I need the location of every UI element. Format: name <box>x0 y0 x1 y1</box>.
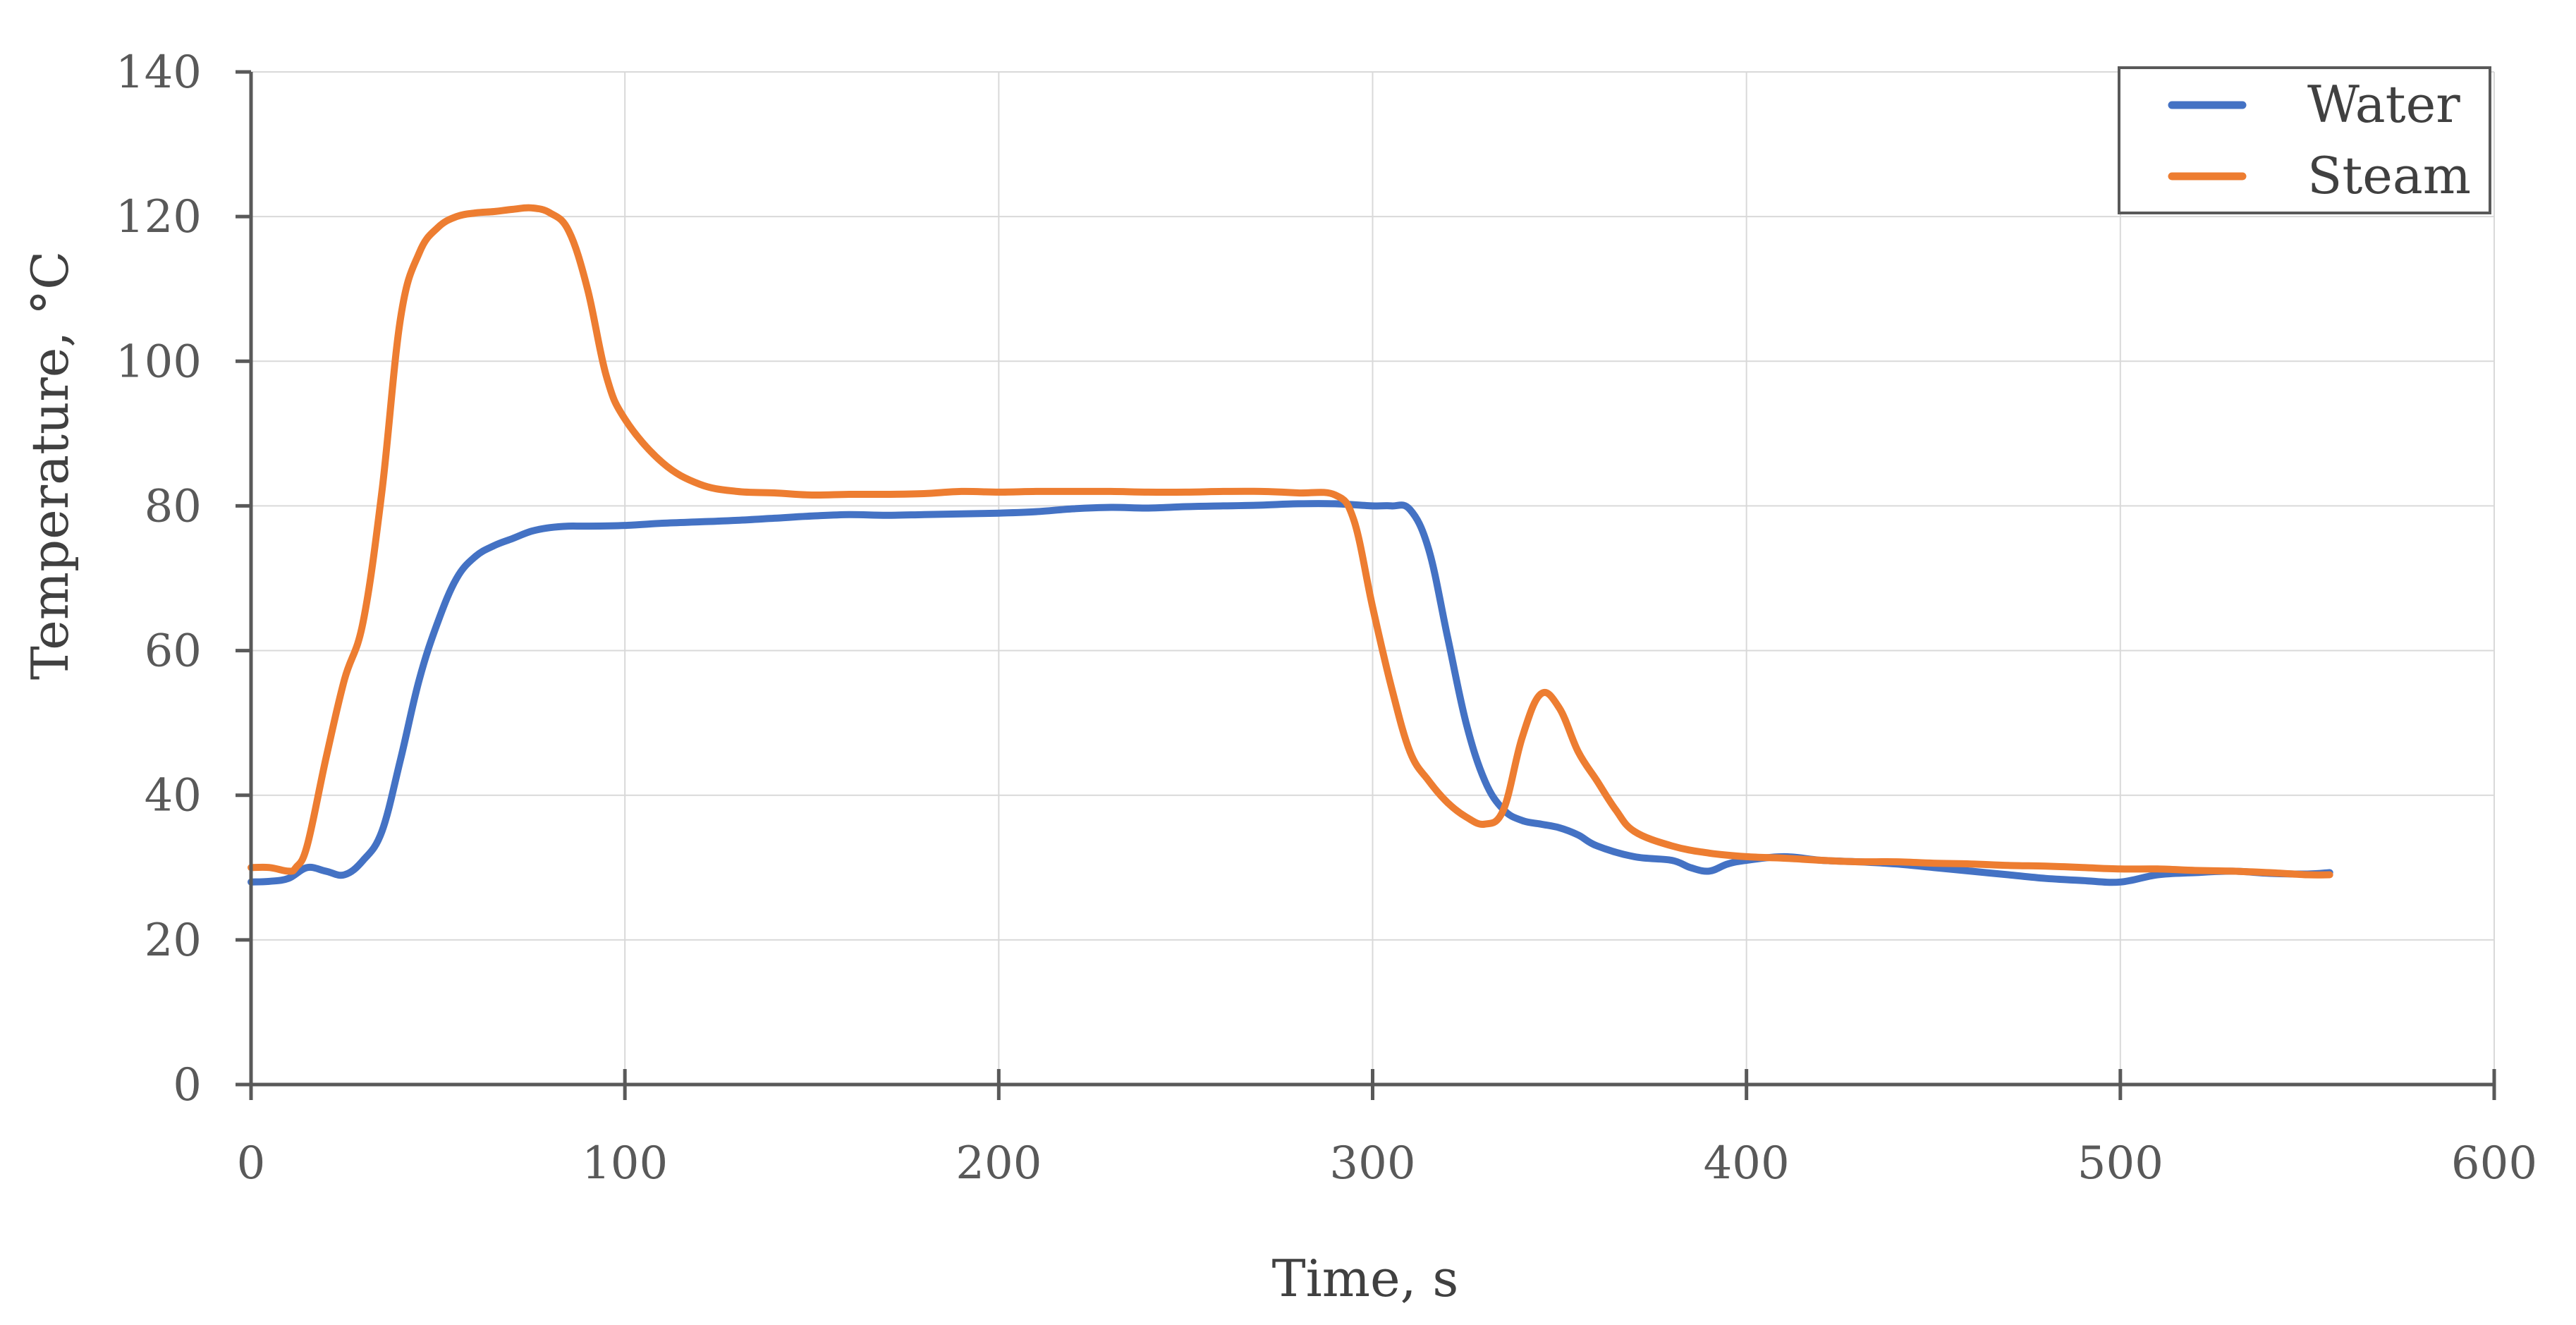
y-tick-label: 140 <box>116 47 202 99</box>
x-tick-label: 100 <box>582 1137 668 1190</box>
y-tick-label: 0 <box>173 1059 202 1111</box>
y-tick-label: 120 <box>116 191 202 243</box>
y-tick-label: 40 <box>145 770 202 822</box>
axes <box>236 70 2496 1100</box>
y-tick-label: 60 <box>145 625 202 678</box>
tick-labels: 0 20 40 60 80 100 120 140 0 100 200 300 400 500 600 <box>116 47 2537 1190</box>
y-tick-label: 20 <box>145 915 202 967</box>
x-tick-label: 500 <box>2077 1137 2163 1190</box>
legend-label-steam: Steam <box>2307 146 2471 205</box>
gridlines <box>251 71 2495 1085</box>
x-tick-label: 300 <box>1329 1137 1415 1190</box>
legend: Water Steam <box>2118 66 2491 214</box>
series-line-water <box>248 500 2333 886</box>
y-tick-label: 100 <box>116 336 202 388</box>
series-lines <box>248 204 2333 886</box>
x-axis-title: Time, s <box>1272 1249 1459 1308</box>
legend-box <box>2118 66 2491 214</box>
x-tick-label: 600 <box>2451 1137 2537 1190</box>
x-tick-label: 400 <box>1704 1137 1790 1190</box>
x-tick-label: 0 <box>237 1137 266 1190</box>
x-tick-label: 200 <box>956 1137 1042 1190</box>
y-tick-label: 80 <box>145 480 202 532</box>
legend-label-water: Water <box>2307 75 2460 134</box>
y-axis-title: Temperature, °C <box>20 251 80 680</box>
series-line-steam <box>248 204 2333 879</box>
